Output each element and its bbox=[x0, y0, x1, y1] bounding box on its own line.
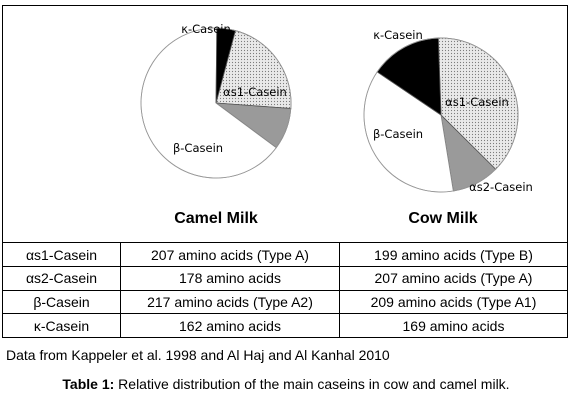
caption-label: Table 1: bbox=[62, 376, 115, 392]
charts-cell: αs1-Casein β-Casein κ-Casein Camel Milk αs1… bbox=[2, 4, 568, 244]
chart-title: Camel Milk bbox=[174, 210, 258, 227]
slice-label-beta: β-Casein bbox=[173, 141, 223, 155]
pie-charts: αs1-Casein β-Casein κ-Casein Camel Milk αs1… bbox=[140, 22, 533, 227]
casein-name-cell: αs1-Casein bbox=[2, 242, 121, 268]
cow-value-cell: 199 amino acids (Type B) bbox=[339, 242, 568, 268]
cow-value-cell: 207 amino acids (Type A) bbox=[339, 266, 568, 291]
casein-name-cell: κ-Casein bbox=[2, 313, 121, 338]
casein-table: αs1-Casein β-Casein κ-Casein Camel Milk αs1… bbox=[2, 4, 568, 338]
cow-milk-pie: αs1-Casein αs2-Casein β-Casein κ-Casein Cow … bbox=[363, 28, 533, 227]
table-row: αs2-Casein 178 amino acids 207 amino aci… bbox=[2, 266, 568, 291]
table-row: β-Casein 217 amino acids (Type A2) 209 a… bbox=[2, 289, 568, 315]
slice-label-as1: αs1-Casein bbox=[223, 85, 287, 99]
camel-value-cell: 162 amino acids bbox=[120, 313, 340, 338]
casein-name-cell: αs2-Casein bbox=[2, 266, 121, 291]
slice-label-kappa: κ-Casein bbox=[373, 28, 423, 42]
slice-label-as2: αs2-Casein bbox=[469, 180, 533, 194]
cow-value-cell: 169 amino acids bbox=[339, 313, 568, 338]
chart-row: αs1-Casein β-Casein κ-Casein Camel Milk αs1… bbox=[2, 4, 568, 244]
camel-milk-pie: αs1-Casein β-Casein κ-Casein Camel Milk bbox=[140, 22, 292, 227]
camel-value-cell: 217 amino acids (Type A2) bbox=[120, 289, 340, 315]
slice-label-beta: β-Casein bbox=[373, 127, 423, 141]
casein-name-cell: β-Casein bbox=[2, 289, 121, 315]
slice-label-as1: αs1-Casein bbox=[445, 95, 509, 109]
camel-value-cell: 178 amino acids bbox=[120, 266, 340, 291]
pie-outline bbox=[140, 27, 292, 179]
caption-text: Relative distribution of the main casein… bbox=[114, 376, 510, 392]
camel-value-cell: 207 amino acids (Type A) bbox=[120, 242, 340, 268]
slice-label-kappa: κ-Casein bbox=[181, 22, 231, 36]
table-caption: Table 1: Relative distribution of the ma… bbox=[0, 376, 572, 392]
pie-outline bbox=[363, 37, 519, 193]
table-row: κ-Casein 162 amino acids 169 amino acids bbox=[2, 313, 568, 338]
chart-title: Cow Milk bbox=[408, 210, 477, 227]
table-row: αs1-Casein 207 amino acids (Type A) 199 … bbox=[2, 242, 568, 268]
cow-value-cell: 209 amino acids (Type A1) bbox=[339, 289, 568, 315]
source-note: Data from Kappeler et al. 1998 and Al Ha… bbox=[6, 347, 390, 363]
